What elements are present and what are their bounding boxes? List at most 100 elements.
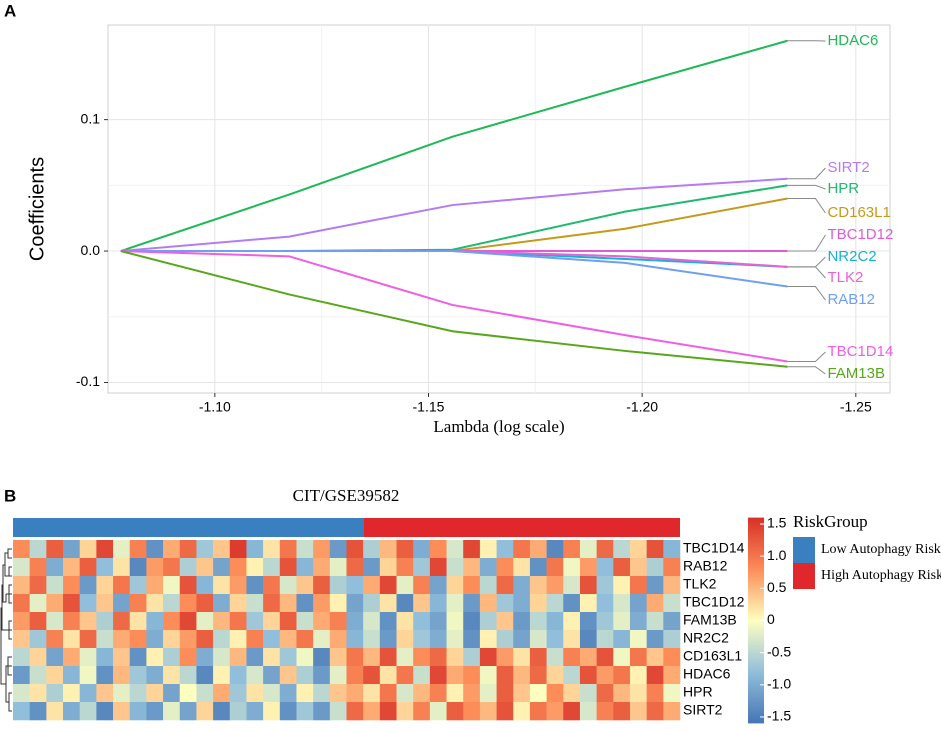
heatmap-cell [129, 576, 147, 595]
heatmap-cell [263, 630, 281, 649]
series-label: NR2C2 [827, 248, 876, 265]
heatmap-cell [196, 540, 214, 559]
heatmap-cell [463, 558, 481, 577]
heatmap-cell [446, 630, 464, 649]
heatmap-cell [613, 540, 631, 559]
heatmap-cell [629, 540, 647, 559]
heatmap-cell [63, 594, 80, 613]
heatmap-cell [379, 612, 397, 631]
heatmap-cell [163, 648, 181, 667]
heatmap-cell [496, 684, 514, 703]
heatmap-cell [363, 630, 381, 649]
heatmap-cell [463, 630, 481, 649]
heatmap-cell [413, 576, 431, 595]
heatmap-cell [513, 594, 531, 613]
heatmap-cell [179, 684, 197, 703]
heatmap-cell [196, 630, 214, 649]
heatmap-cell [513, 576, 531, 595]
heatmap-cell [413, 684, 431, 703]
heatmap-cell [329, 666, 347, 685]
heatmap-cell [513, 558, 531, 577]
heatmap-cell [46, 540, 64, 559]
heatmap-cell [579, 612, 597, 631]
heatmap-cell [46, 558, 64, 577]
heatmap-cell [463, 540, 481, 559]
row-label: HDAC6 [683, 666, 731, 682]
heatmap-cell [346, 702, 364, 721]
series-line [120, 250, 788, 363]
colorbar-label: -0.5 [767, 643, 791, 659]
heatmap-cell [496, 594, 514, 613]
heatmap-cell [396, 558, 414, 577]
heatmap-cell [96, 576, 114, 595]
heatmap-cell [463, 684, 481, 703]
heatmap-cell [63, 630, 80, 649]
heatmap-cell [479, 558, 497, 577]
heatmap-cell [63, 684, 80, 703]
heatmap-cell [396, 612, 414, 631]
heatmap-cell [646, 702, 664, 721]
heatmap-cell [363, 702, 381, 721]
heatmap-cell [246, 540, 264, 559]
heatmap-cell [446, 594, 464, 613]
heatmap-cell [46, 612, 64, 631]
heatmap-cell [646, 630, 664, 649]
heatmap-cell [46, 666, 64, 685]
series-label: CD163L1 [827, 204, 890, 221]
colorbar-label: -1.0 [767, 676, 791, 692]
heatmap-cell [296, 594, 314, 613]
heatmap-cell [213, 594, 231, 613]
series-label: RAB12 [827, 291, 875, 308]
heatmap-cell [629, 666, 647, 685]
heatmap-cell [163, 702, 181, 721]
heatmap-cell [596, 594, 614, 613]
heatmap-cell [596, 630, 614, 649]
series-label: FAM13B [827, 365, 885, 382]
heatmap-cell [613, 684, 631, 703]
heatmap-cell [129, 558, 147, 577]
heatmap-cell [46, 594, 64, 613]
heatmap-cell [229, 702, 247, 721]
heatmap-cell [613, 666, 631, 685]
heatmap-cell [663, 702, 681, 721]
heatmap-cell [363, 666, 381, 685]
heatmap-cell [346, 558, 364, 577]
heatmap-cell [179, 648, 197, 667]
heatmap-cell [113, 576, 131, 595]
legend-swatch [793, 537, 815, 563]
colorbar-label: 0 [767, 611, 775, 627]
heatmap-cell [79, 702, 97, 721]
heatmap-cell [529, 576, 547, 595]
heatmap-cell [479, 702, 497, 721]
heatmap-cell [646, 576, 664, 595]
heatmap-cell [196, 684, 214, 703]
heatmap-cell [429, 540, 447, 559]
heatmap-cell [446, 666, 464, 685]
heatmap-cell [213, 702, 231, 721]
heatmap-cell [179, 594, 197, 613]
heatmap-cell [46, 648, 64, 667]
heatmap-cell [263, 594, 281, 613]
heatmap-cell [29, 684, 47, 703]
heatmap-cell [563, 648, 581, 667]
leader-line [787, 234, 826, 252]
heatmap-cell [663, 630, 681, 649]
heatmap-cell [513, 540, 531, 559]
heatmap-cell [229, 576, 247, 595]
heatmap-cell [529, 648, 547, 667]
series-label: TBC1D14 [827, 343, 893, 360]
heatmap-cell [196, 612, 214, 631]
heatmap-cell [29, 594, 47, 613]
heatmap-cell [446, 576, 464, 595]
heatmap-cell [196, 702, 214, 721]
leader-line [787, 197, 826, 214]
heatmap-cell [429, 576, 447, 595]
heatmap-cell [129, 684, 147, 703]
heatmap-cell [313, 630, 331, 649]
heatmap-cell [346, 684, 364, 703]
heatmap-cell [446, 684, 464, 703]
heatmap-cell [313, 594, 331, 613]
x-tick-label: -1.15 [413, 399, 445, 415]
